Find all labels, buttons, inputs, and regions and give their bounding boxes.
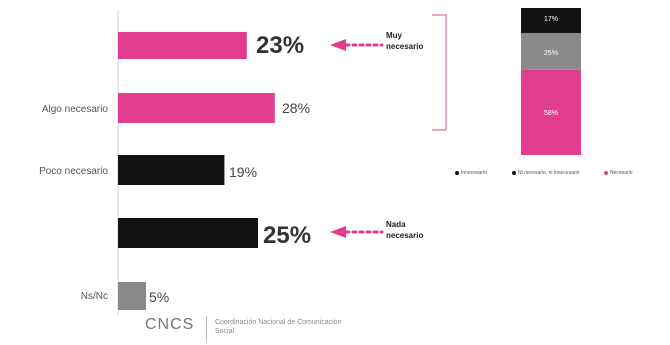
legend-label: Innecesario — [461, 170, 487, 176]
legend-item: Necesario — [604, 170, 633, 176]
arrow-head — [330, 226, 346, 238]
stack-segment — [521, 8, 581, 33]
legend-swatch — [455, 170, 459, 175]
bracket — [432, 14, 447, 131]
category-label: Poco necesario — [39, 166, 108, 177]
arrow-head — [330, 39, 346, 51]
bar — [118, 155, 225, 185]
bar — [118, 32, 247, 59]
stack-value-label: 58% — [543, 110, 558, 117]
legend-item: Innecesario — [455, 170, 487, 176]
bar — [118, 218, 258, 248]
category-label: Algo necesario — [41, 104, 108, 115]
category-label: Ns/Nc — [80, 291, 108, 302]
stack-value-label: 17% — [543, 16, 558, 23]
org-name: Coordinación Nacional de Comunicación So… — [215, 319, 342, 335]
bar — [118, 93, 275, 123]
stack-segment — [521, 69, 581, 155]
bar-value-label: 5% — [149, 289, 170, 305]
legend-item: Ni necesario, ni innecesario — [512, 170, 579, 176]
legend-label: Necesario — [610, 170, 633, 176]
callout-muy-necesario: Muy necesario — [386, 31, 424, 51]
bar-value-label: 19% — [229, 164, 258, 180]
bar-value-label: 28% — [282, 100, 311, 116]
bar-value-label: 25% — [263, 222, 312, 249]
legend-swatch — [604, 170, 608, 175]
logo-divider — [206, 316, 207, 342]
bar — [118, 282, 146, 310]
legend-swatch — [512, 170, 516, 175]
bar-value-label: 23% — [256, 32, 305, 59]
callout-nada-necesario: Nada necesario — [386, 220, 424, 240]
cncs-logo: CNCS — [145, 316, 195, 333]
stack-segment — [521, 32, 581, 70]
stack-value-label: 25% — [543, 50, 558, 57]
legend-label: Ni necesario, ni innecesario — [518, 170, 580, 176]
